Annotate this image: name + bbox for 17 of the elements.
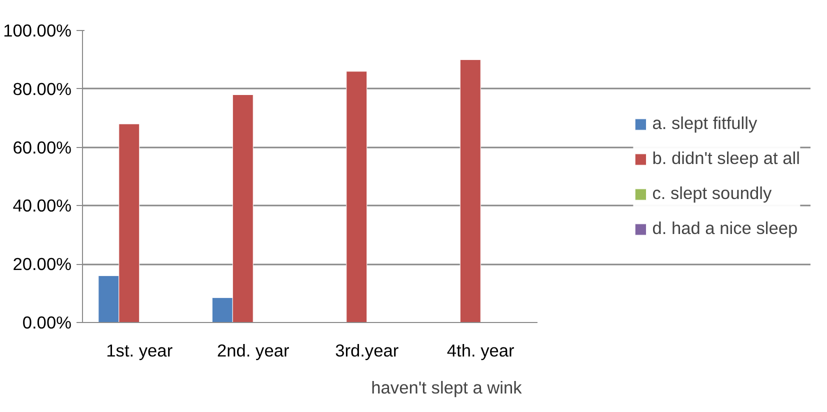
bar bbox=[346, 71, 368, 322]
legend-label: c. slept soundly bbox=[652, 183, 772, 204]
y-tick-label: 60.00% bbox=[12, 137, 72, 158]
y-tick-label: 80.00% bbox=[12, 78, 72, 99]
x-tick-label: 1st. year bbox=[106, 340, 173, 360]
y-tick-label: 40.00% bbox=[12, 196, 72, 216]
legend-label: d. had a nice sleep bbox=[652, 218, 798, 239]
legend-label: b. didn't sleep at all bbox=[652, 148, 800, 169]
x-tick-label: 3rd.year bbox=[335, 340, 399, 360]
legend-label: a. slept fitfully bbox=[652, 113, 758, 134]
x-tick-label: 4th. year bbox=[446, 340, 515, 360]
y-tick-label: 20.00% bbox=[12, 254, 72, 274]
y-tick-label: 100.00% bbox=[3, 20, 72, 40]
bar bbox=[460, 59, 481, 322]
x-axis-title: haven't slept a wink bbox=[371, 378, 522, 398]
x-tick-label: 2nd. year bbox=[217, 340, 290, 360]
y-tick-label: 0.00% bbox=[22, 312, 72, 332]
